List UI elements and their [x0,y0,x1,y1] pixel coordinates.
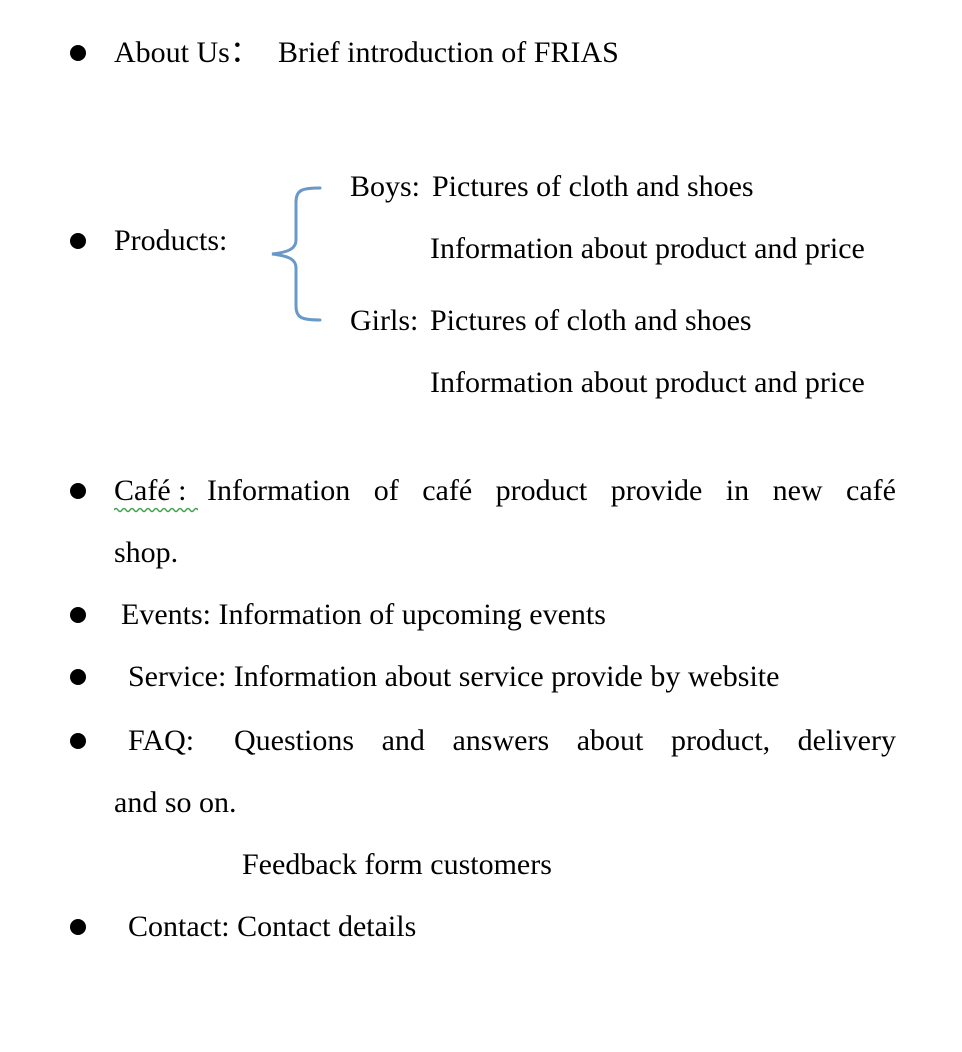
cafe-word: café [422,474,473,507]
boys-line1: Pictures of cloth and shoes [432,170,754,203]
faq-text-justified: Questions and answers about product, del… [234,724,896,758]
boys-line2: Information about product and price [430,232,865,265]
girls-line2: Information about product and price [430,366,865,399]
boys-label: Boys: [350,170,421,203]
curly-brace-icon [271,186,322,322]
cafe-word: provide [610,474,703,507]
contact-text: Contact: Contact details [128,910,417,943]
cafe-line2: shop. [114,536,179,569]
faq-word: delivery [797,724,896,757]
faq-word: answers [452,724,550,757]
faq-line3: Feedback form customers [242,848,552,881]
girls-label: Girls: [350,304,419,337]
cafe-label: Café : [114,474,187,507]
bullet-faq [70,733,86,749]
faq-line2: and so on. [114,786,237,819]
faq-word: about [576,724,644,757]
bullet-events [70,607,86,623]
cafe-word: of [373,474,399,507]
bullet-about [70,45,86,61]
bullet-service [70,669,86,685]
faq-label: FAQ: [128,724,195,757]
bullet-cafe [70,483,86,499]
cafe-word: product [495,474,588,507]
bullet-contact [70,919,86,935]
bullet-products [70,233,86,249]
faq-word: and [381,724,425,757]
events-text: Events: Information of upcoming events [121,598,606,631]
cafe-word: Information [207,474,351,507]
cafe-word: new [772,474,823,507]
cafe-word: in [725,474,750,507]
cafe-word: café [846,474,896,507]
faq-word: Questions [234,724,354,757]
products-label: Products: [114,224,228,257]
service-text: Service: Information about service provi… [128,660,780,693]
cafe-text-justified: Information of café product provide in n… [207,474,896,508]
spellcheck-squiggle-icon [114,507,198,513]
about-label: About Us： [114,36,260,69]
about-text: Brief introduction of FRIAS [278,36,619,69]
faq-word: product, [670,724,771,757]
girls-line1: Pictures of cloth and shoes [430,304,752,337]
